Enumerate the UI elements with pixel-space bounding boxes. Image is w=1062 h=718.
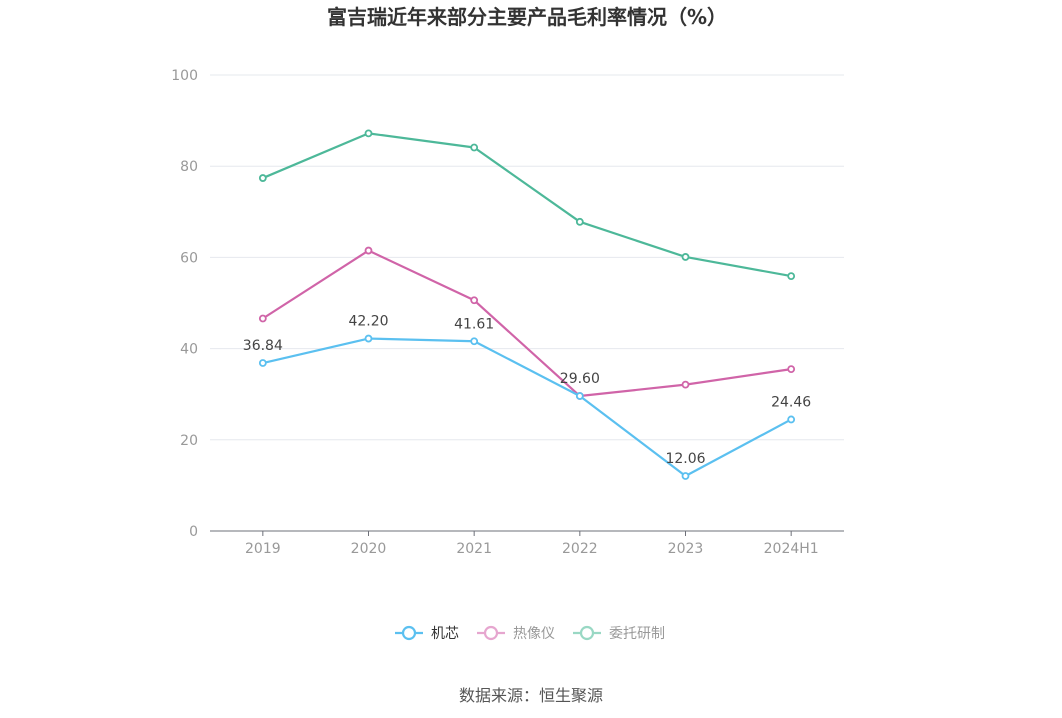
data-point [364,129,373,138]
y-tick-label: 100 [171,68,198,84]
x-tick-label: 2022 [562,541,598,557]
legend-label: 机芯 [431,626,459,642]
data-point [364,246,373,255]
legend: 机芯 热像仪 委托研制 [395,625,665,642]
source-text: 数据来源：恒生聚源 [459,686,603,705]
legend-item-1: 热像仪 [477,625,555,642]
legend-label: 委托研制 [609,626,665,642]
y-tick-label: 20 [180,433,198,449]
data-label: 42.20 [348,314,388,330]
series-line-0 [262,337,792,478]
data-label: 24.46 [771,394,811,410]
legend-marker [401,625,417,641]
y-tick-label: 80 [180,159,198,175]
data-point [258,174,267,182]
data-point [787,415,796,424]
legend-label: 热像仪 [513,626,555,642]
series-line-2 [262,132,792,278]
data-point [364,334,373,343]
data-point [681,253,690,261]
data-label: 36.84 [243,338,283,354]
x-tick-label: 2020 [351,541,387,557]
data-point [470,296,479,305]
data-point [787,272,796,280]
legend-marker [579,625,595,641]
data-point [681,380,690,389]
x-tick-label: 2024H1 [764,541,819,557]
legend-marker [483,625,499,641]
data-label: 12.06 [665,451,705,467]
series-group [258,129,796,480]
legend-item-0: 机芯 [395,625,459,642]
data-labels: 36.84 42.20 41.61 29.60 12.06 24.46 [243,314,812,467]
y-tick-label: 0 [189,524,198,540]
x-tick-label: 2023 [668,541,704,557]
series-line-1 [262,249,792,398]
data-label: 29.60 [560,371,600,387]
chart-title: 富吉瑞近年来部分主要产品毛利率情况（%） [327,5,727,29]
grid [210,74,844,441]
data-point [575,392,584,400]
y-tick-label: 40 [180,342,198,358]
y-tick-label: 60 [180,250,198,266]
data-point [681,472,690,480]
x-tick-label: 2019 [245,541,281,557]
x-tick-label: 2021 [456,541,492,557]
data-point [575,217,584,226]
data-point [787,365,796,374]
y-axis: 0 20 40 60 80 100 [171,68,198,540]
data-label: 41.61 [454,316,494,332]
data-point [258,359,267,367]
data-point [470,143,479,152]
x-axis: 2019 2020 2021 2022 2023 2024H1 [210,530,844,557]
data-point [258,314,267,323]
legend-item-2: 委托研制 [573,625,665,642]
data-point [470,337,479,346]
